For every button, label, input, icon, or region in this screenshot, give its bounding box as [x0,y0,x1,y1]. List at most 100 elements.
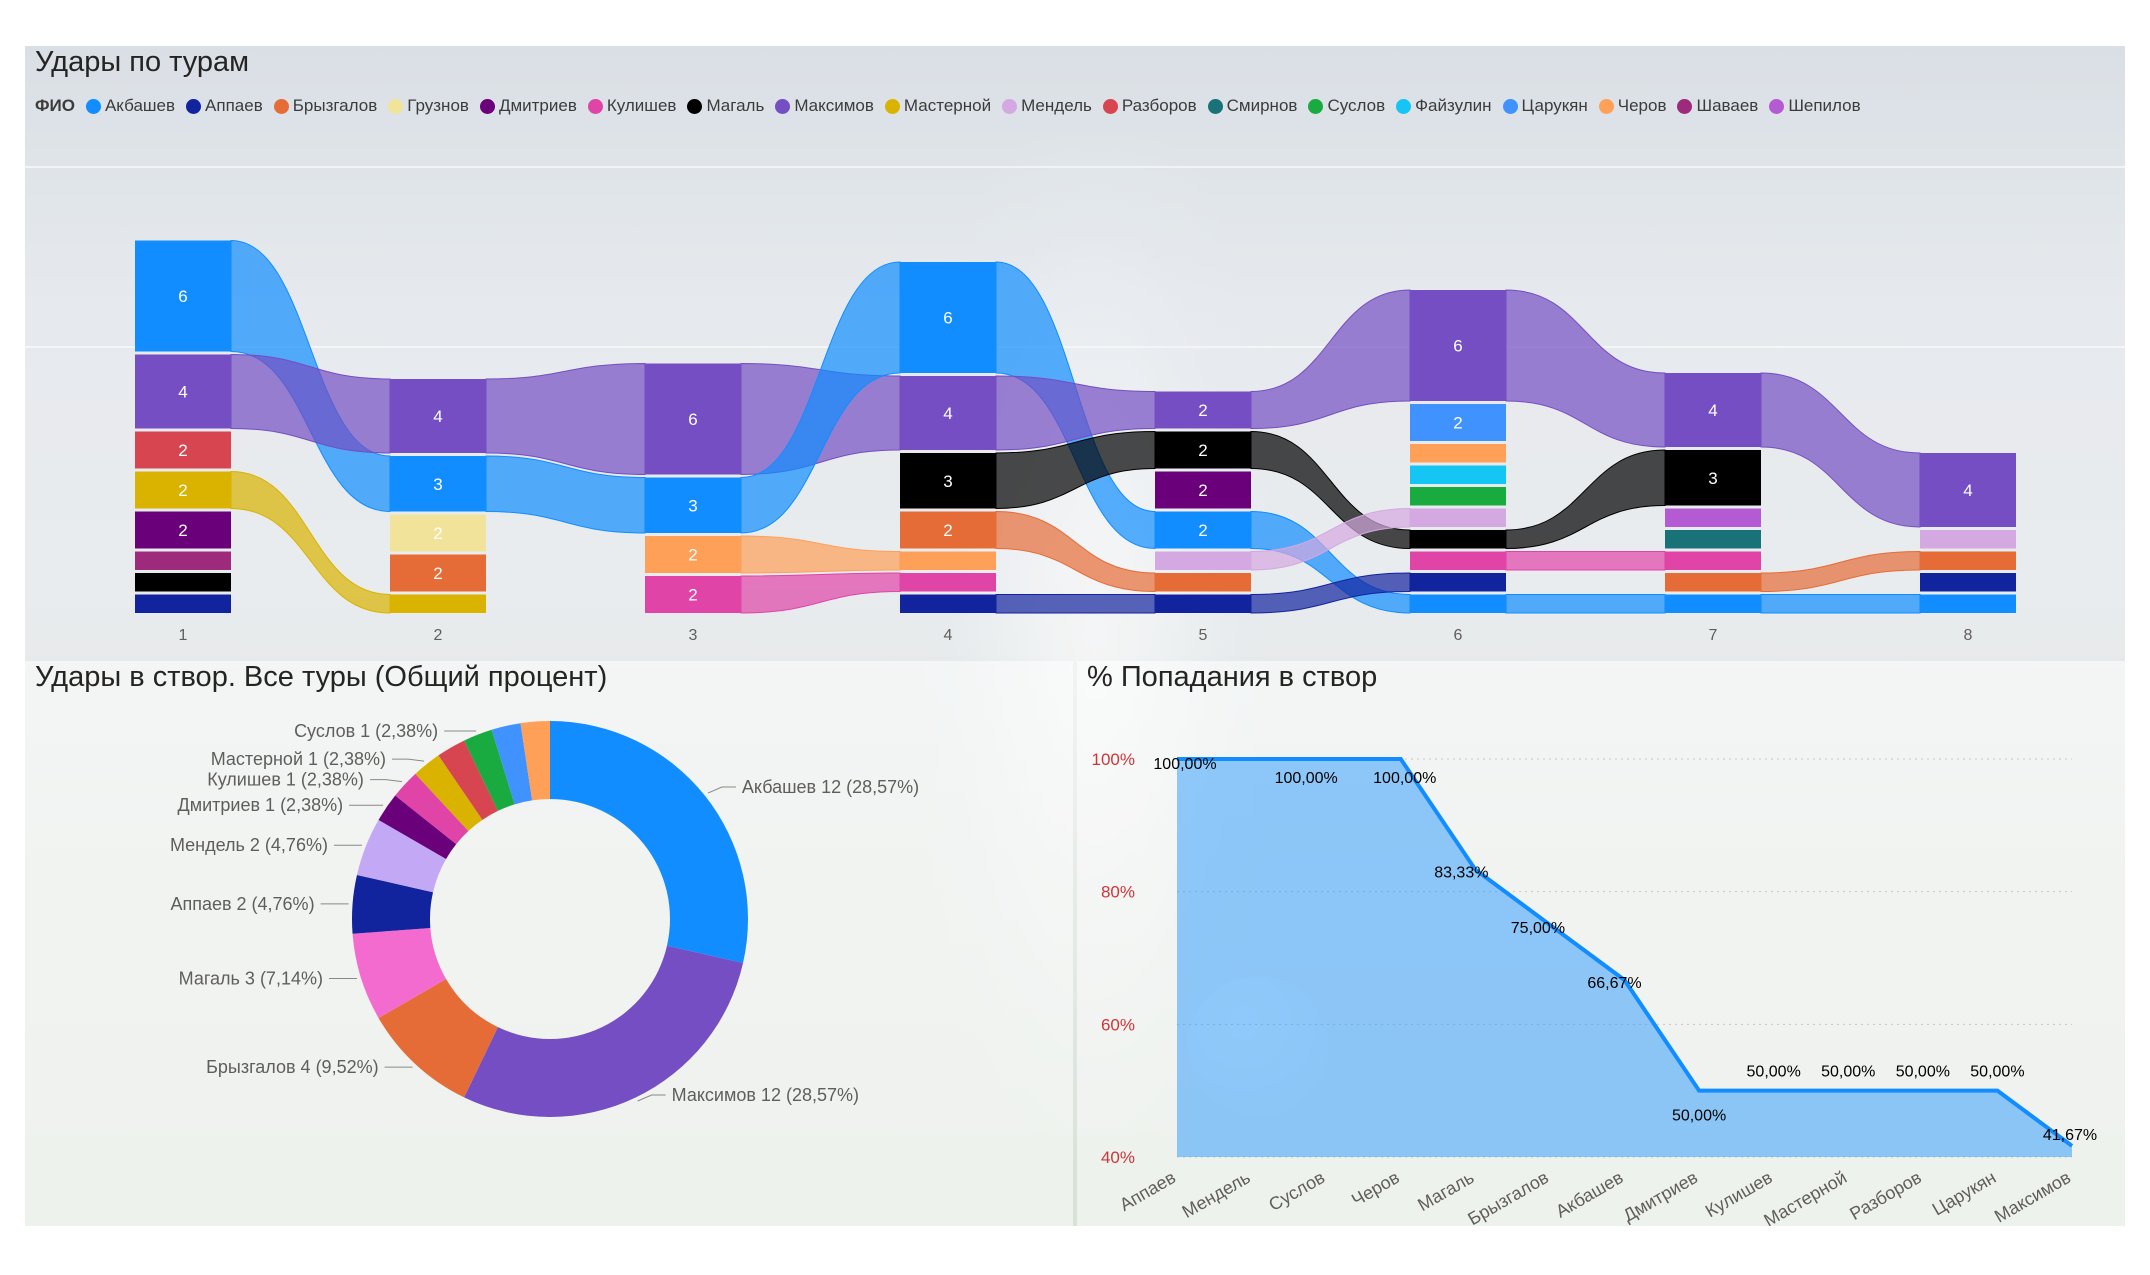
segment-smirnov-round-7[interactable] [1665,530,1761,549]
segment-shavaev-round-1[interactable] [135,551,231,571]
ribbon-kulishev[interactable] [740,572,901,614]
segment-masternoy-round-1[interactable] [135,471,231,509]
segment-cherov-round-4[interactable] [900,551,996,571]
ribbon-magal[interactable] [1505,449,1666,550]
segment-tsarukyan-round-6[interactable] [1410,404,1506,441]
donut-slice-suslov[interactable] [464,729,515,811]
area-line[interactable] [1177,757,2074,1148]
ribbon-appaev[interactable] [995,593,1156,614]
segment-akbashev-round-2[interactable] [390,456,486,512]
donut-slice-razborov[interactable] [438,740,498,820]
legend-item-tsarukyan[interactable]: Царукян [1502,96,1588,116]
donut-slice-tsarukyan[interactable] [491,723,533,805]
segment-magal-round-6[interactable] [1410,530,1506,549]
donut-slice-kulishev[interactable] [395,773,469,845]
segment-appaev-round-5[interactable] [1155,594,1251,614]
ribbon-maksimov[interactable] [1505,289,1666,448]
ribbon-cherov[interactable] [740,535,901,574]
donut-slice-magal[interactable] [352,927,447,1018]
legend-item-cherov[interactable]: Черов [1598,96,1666,116]
segment-maksimov-round-7[interactable] [1665,373,1761,447]
ribbon-akbashev[interactable] [1505,593,1666,614]
ribbon-akbashev[interactable] [1760,593,1921,614]
legend-item-razborov[interactable]: Разборов [1102,96,1197,116]
segment-kulishev-round-4[interactable] [900,573,996,592]
segment-appaev-round-8[interactable] [1920,573,2016,592]
segment-maksimov-round-1[interactable] [135,354,231,429]
segment-razborov-round-1[interactable] [135,431,231,469]
donut-slice-maksimov[interactable] [464,945,744,1117]
segment-kulishev-round-7[interactable] [1665,551,1761,571]
segment-akbashev-round-1[interactable] [135,240,231,352]
x-category-label: Аппаев [1116,1167,1179,1215]
segment-akbashev-round-4[interactable] [900,262,996,373]
segment-magal-round-7[interactable] [1665,450,1761,506]
segment-maksimov-round-8[interactable] [1920,453,2016,527]
segment-maksimov-round-2[interactable] [390,379,486,453]
segment-appaev-round-4[interactable] [900,594,996,614]
legend-item-maksimov[interactable]: Максимов [775,96,874,116]
legend-item-shepilov[interactable]: Шепилов [1769,96,1861,116]
segment-akbashev-round-6[interactable] [1410,594,1506,614]
legend-item-smirnov[interactable]: Смирнов [1207,96,1297,116]
legend-color-dot [587,98,603,114]
segment-masternoy-round-2[interactable] [390,594,486,614]
segment-bryzgalov-round-2[interactable] [390,554,486,592]
segment-bryzgalov-round-7[interactable] [1665,573,1761,592]
segment-mendel-round-6[interactable] [1410,508,1506,528]
segment-bryzgalov-round-8[interactable] [1920,551,2016,571]
legend-item-kulishev[interactable]: Кулишев [587,96,676,116]
segment-dmitriev-round-5[interactable] [1155,471,1251,509]
donut-slice-dmitriev[interactable] [378,795,457,859]
legend-item-bryzgalov[interactable]: Брызгалов [273,96,377,116]
donut-slice-cherov[interactable] [520,721,550,801]
donut-slice-appaev[interactable] [352,874,434,934]
segment-akbashev-round-7[interactable] [1665,594,1761,614]
segment-maksimov-round-4[interactable] [900,376,996,450]
legend-item-gruznov[interactable]: Грузнов [388,96,469,116]
segment-cherov-round-3[interactable] [645,536,741,573]
segment-bryzgalov-round-4[interactable] [900,511,996,549]
donut-slice-mendel[interactable] [356,820,447,893]
ribbon-bryzgalov[interactable] [1760,550,1921,593]
segment-appaev-round-6[interactable] [1410,573,1506,592]
segment-appaev-round-1[interactable] [135,594,231,614]
ribbon-maksimov[interactable] [1250,289,1411,430]
donut-slice-masternoy[interactable] [415,755,483,832]
ribbon-maksimov[interactable] [230,353,391,454]
segment-akbashev-round-5[interactable] [1155,511,1251,549]
segment-gruznov-round-2[interactable] [390,514,486,552]
segment-bryzgalov-round-5[interactable] [1155,573,1251,592]
segment-dmitriev-round-1[interactable] [135,511,231,549]
donut-slice-akbashev[interactable] [550,721,748,964]
segment-akbashev-round-8[interactable] [1920,594,2016,614]
legend-item-fayzulin[interactable]: Файзулин [1396,96,1492,116]
segment-mendel-round-5[interactable] [1155,551,1251,571]
segment-akbashev-round-3[interactable] [645,477,741,534]
segment-cherov-round-6[interactable] [1410,444,1506,463]
legend-item-suslov[interactable]: Суслов [1308,96,1385,116]
segment-kulishev-round-3[interactable] [645,576,741,613]
segment-magal-round-4[interactable] [900,453,996,509]
legend-item-masternoy[interactable]: Мастерной [884,96,991,116]
legend-item-appaev[interactable]: Аппаев [186,96,263,116]
ribbon-magal[interactable] [995,430,1156,510]
segment-kulishev-round-6[interactable] [1410,551,1506,571]
legend-item-mendel[interactable]: Мендель [1002,96,1092,116]
legend-item-magal[interactable]: Магаль [687,96,764,116]
segment-shepilov-round-7[interactable] [1665,508,1761,528]
segment-suslov-round-6[interactable] [1410,487,1506,506]
ribbon-maksimov[interactable] [1760,372,1921,528]
segment-maksimov-round-5[interactable] [1155,391,1251,429]
legend-item-dmitriev[interactable]: Дмитриев [479,96,577,116]
segment-fayzulin-round-6[interactable] [1410,465,1506,485]
segment-maksimov-round-6[interactable] [1410,290,1506,401]
donut-slice-bryzgalov[interactable] [378,979,498,1098]
segment-maksimov-round-3[interactable] [645,363,741,475]
legend-item-shavaev[interactable]: Шаваев [1677,96,1758,116]
segment-magal-round-1[interactable] [135,573,231,592]
legend-item-akbashev[interactable]: Акбашев [85,96,175,116]
segment-mendel-round-8[interactable] [1920,530,2016,549]
ribbon-kulishev[interactable] [1505,551,1666,571]
segment-magal-round-5[interactable] [1155,431,1251,469]
